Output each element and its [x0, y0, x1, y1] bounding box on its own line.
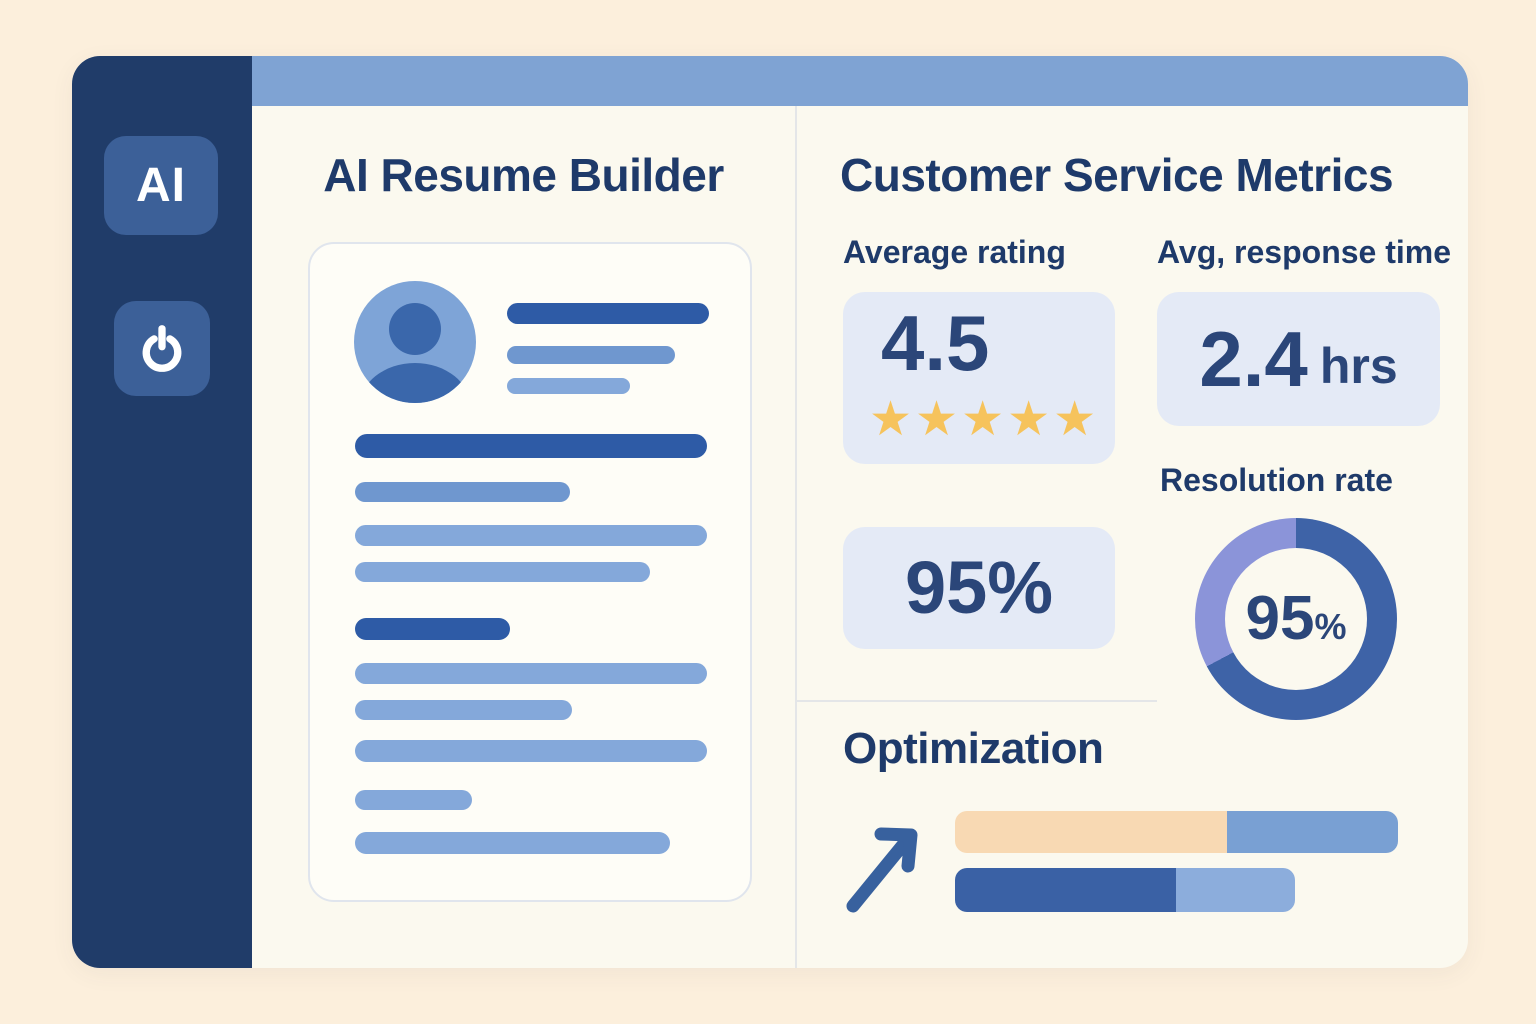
resume-builder-title: AI Resume Builder — [323, 149, 724, 201]
ai-logo-button[interactable]: AI — [104, 136, 218, 235]
avatar — [354, 281, 476, 403]
satisfaction-value: 95% — [904, 546, 1054, 629]
optimization-title: Optimization — [843, 724, 1104, 773]
resume-preview-card — [308, 242, 752, 902]
average-rating-value: 4.5 — [881, 299, 990, 387]
trend-up-arrow-icon — [841, 806, 933, 916]
bar-segment — [1176, 868, 1295, 912]
avatar-head — [389, 303, 441, 355]
header-bar — [252, 56, 1468, 106]
satisfaction-card: 95% — [843, 527, 1115, 649]
section-divider — [797, 700, 1157, 702]
resume-line — [507, 378, 630, 394]
resume-line — [355, 434, 707, 458]
bar-segment — [955, 868, 1176, 912]
bar-segment — [955, 811, 1228, 853]
main-content: AI Resume Builder Customer Service Metri… — [252, 106, 1468, 968]
star-icon: ★ — [915, 393, 962, 446]
customer-metrics-title: Customer Service Metrics — [840, 149, 1394, 201]
resolution-donut-hole: 95 % — [1225, 548, 1367, 690]
star-icon: ★ — [1053, 393, 1100, 446]
resolution-rate-value: 95 — [1245, 584, 1315, 653]
resume-line — [355, 525, 707, 546]
bar-segment — [1227, 811, 1398, 853]
star-row: ★★★★★ — [869, 396, 1099, 444]
panel-divider — [795, 106, 797, 968]
optimization-bar-1 — [955, 811, 1398, 853]
power-icon — [142, 324, 182, 372]
power-button[interactable] — [114, 301, 210, 396]
star-icon: ★ — [1007, 393, 1054, 446]
resolution-rate-unit: % — [1314, 606, 1347, 647]
response-time-label: Avg, response time — [1157, 234, 1452, 270]
resume-line — [507, 346, 675, 364]
average-rating-card: 4.5 ★★★★★ — [843, 292, 1115, 464]
resume-line — [355, 700, 572, 720]
resume-line — [355, 663, 707, 684]
average-rating-label: Average rating — [843, 234, 1066, 270]
optimization-bar-2 — [955, 868, 1295, 912]
app-window: AI AI Resume Builder — [72, 56, 1468, 968]
resolution-donut: 95 % — [1195, 518, 1397, 720]
star-icon: ★ — [869, 393, 916, 446]
resume-line — [355, 618, 510, 640]
ai-logo-label: AI — [136, 159, 186, 212]
resume-line — [355, 740, 707, 762]
resolution-rate-label: Resolution rate — [1160, 462, 1393, 498]
sidebar: AI — [72, 56, 252, 968]
resume-line — [355, 790, 472, 810]
star-icon: ★ — [961, 393, 1008, 446]
resume-lines — [310, 244, 750, 900]
resume-line — [507, 303, 709, 324]
customer-metrics-panel: Customer Service Metrics Average rating … — [797, 106, 1468, 968]
resume-line — [355, 832, 670, 854]
resume-builder-panel: AI Resume Builder — [252, 106, 795, 968]
response-time-card: 2.4 hrs — [1157, 292, 1440, 426]
resume-line — [355, 562, 650, 582]
response-time-value: 2.4 — [1199, 315, 1308, 403]
response-time-unit: hrs — [1319, 338, 1398, 394]
resume-line — [355, 482, 570, 502]
